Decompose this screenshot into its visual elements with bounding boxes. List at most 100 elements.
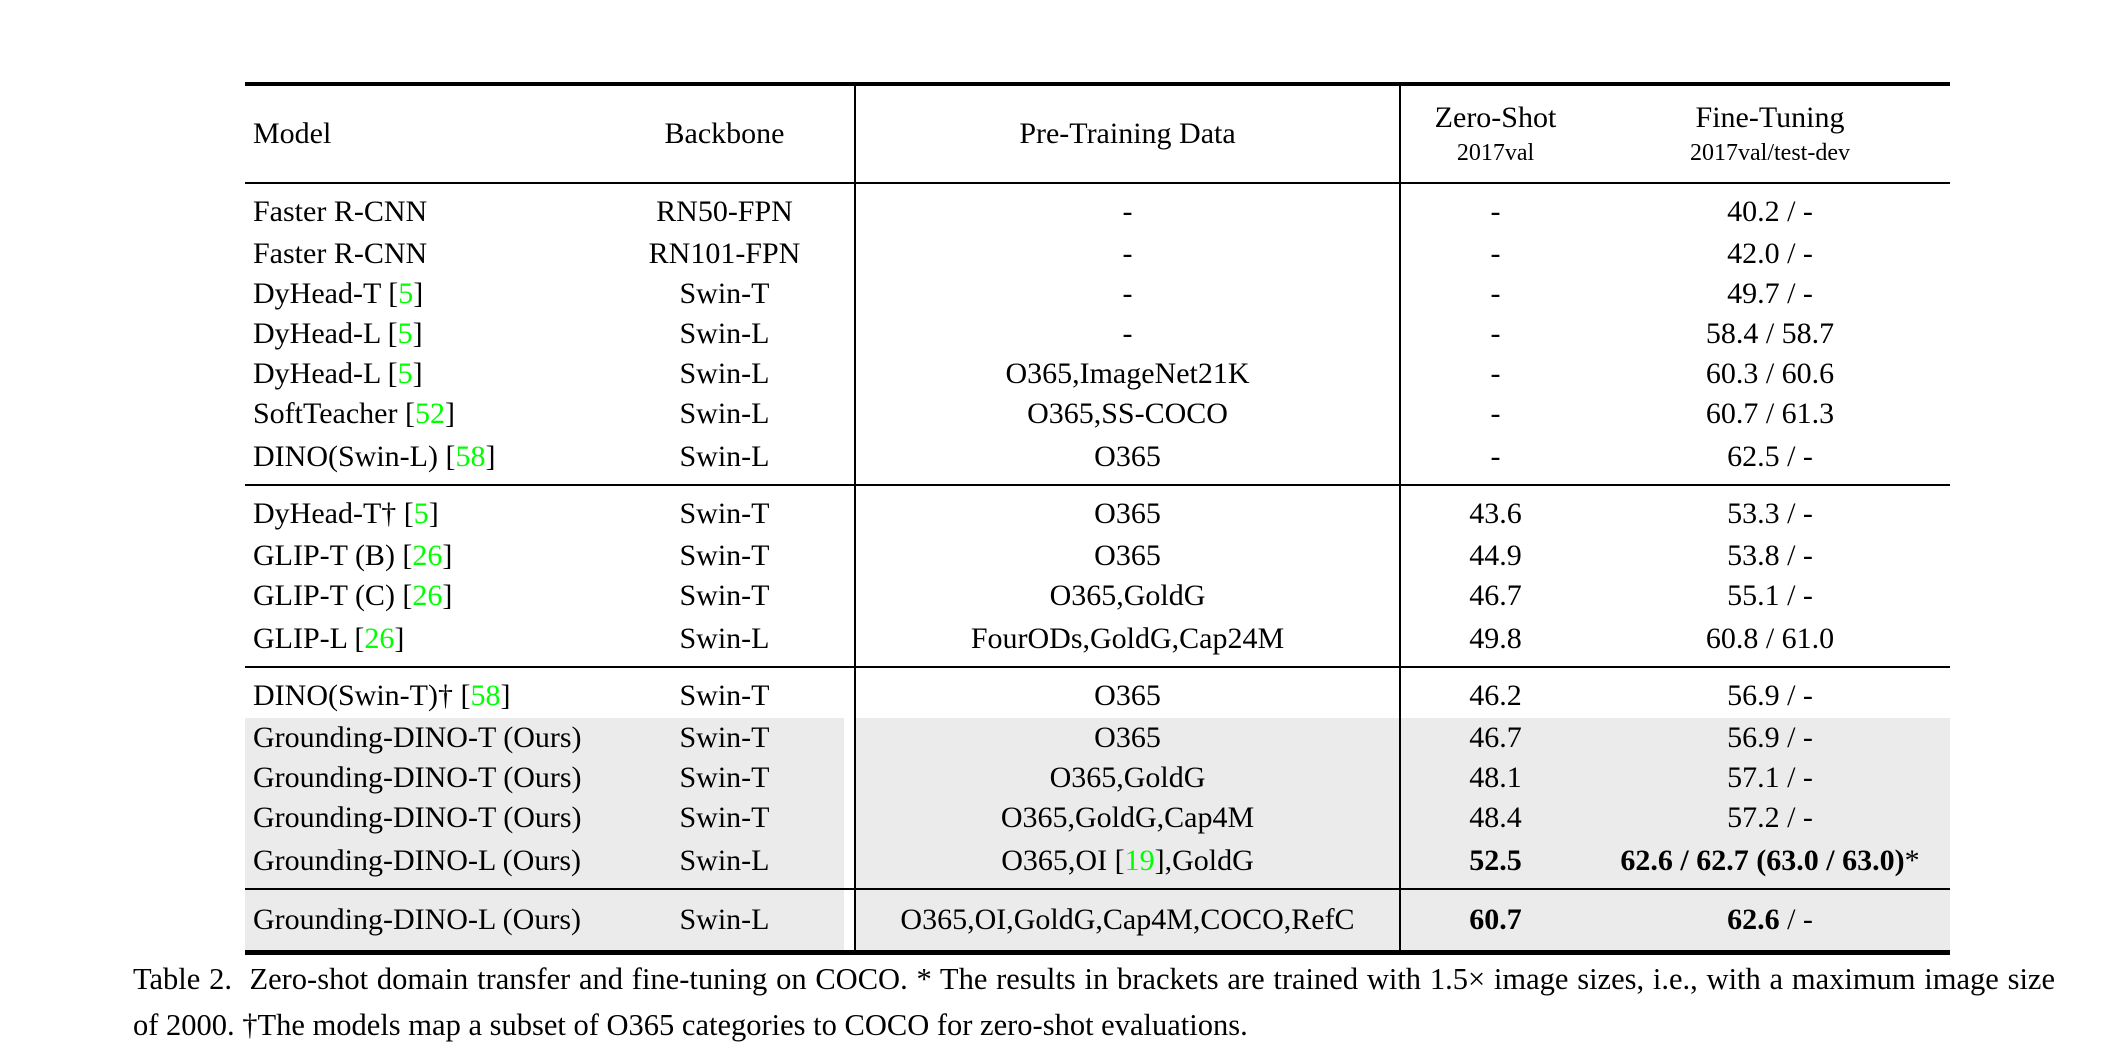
model-cell: GLIP-T (B) [26] xyxy=(253,539,453,572)
col-header-pretraining-data-label: Pre-Training Data xyxy=(1019,117,1236,150)
model-cell: DINO(Swin-T)† [58] xyxy=(253,678,511,712)
pretrain-cell: O365,GoldG xyxy=(854,758,1400,798)
pretrain-cell: O365 xyxy=(854,718,1400,758)
model-cell: GLIP-T (C) [26] xyxy=(253,579,453,612)
model-cell: Grounding-DINO-L (Ours) xyxy=(245,838,595,888)
backbone-cell: Swin-L xyxy=(595,890,855,950)
backbone-cell: Swin-L xyxy=(595,838,855,888)
table-body: Faster R-CNN RN50-FPN - -40.2 / - Faster R-C… xyxy=(245,182,1950,955)
model-cell: DyHead-L [5] xyxy=(253,317,423,350)
backbone-cell: Swin-L xyxy=(679,397,770,430)
pretrain-cell: FourODs,GoldG,Cap24M xyxy=(854,616,1400,666)
model-cell: SoftTeacher [52] xyxy=(253,397,455,430)
zero-shot-cell: - xyxy=(1399,314,1590,354)
table-group-4: Grounding-DINO-L (Ours) Swin-L O365,OI,Gol… xyxy=(245,890,1950,950)
table-row: Grounding-DINO-T (Ours) Swin-T O365 46.7 56.… xyxy=(245,718,1950,758)
table-row: GLIP-L [26] Swin-L FourODs,GoldG,Cap24M 49.… xyxy=(245,616,1950,666)
citation-link[interactable]: 5 xyxy=(397,357,413,390)
backbone-cell: Swin-T xyxy=(595,718,855,758)
citation-link[interactable]: 5 xyxy=(398,277,414,310)
table-bottom-rule xyxy=(245,950,1950,955)
citation-link[interactable]: 26 xyxy=(412,579,443,612)
pretrain-cell: - xyxy=(854,274,1400,314)
fine-tuning-cell: 55.1 / - xyxy=(1727,579,1813,612)
table-group-3: DINO(Swin-T)† [58] Swin-T O365 46.2 56.9 / -… xyxy=(245,668,1950,888)
citation-link[interactable]: 5 xyxy=(397,317,413,350)
fine-tuning-cell: 60.7 / 61.3 xyxy=(1705,397,1835,430)
zero-shot-cell: 43.6 xyxy=(1399,486,1590,536)
citation-link[interactable]: 5 xyxy=(413,496,429,530)
zero-shot-cell: 46.7 xyxy=(1399,576,1590,616)
fine-tuning-cell: 62.6 / - xyxy=(1590,890,1950,950)
model-cell: Grounding-DINO-T (Ours) xyxy=(245,798,595,838)
fine-tuning-cell: 53.8 / - xyxy=(1727,539,1813,572)
col-header-backbone-label: Backbone xyxy=(664,117,785,150)
citation-link[interactable]: 26 xyxy=(412,539,443,572)
model-cell: DINO(Swin-L) [58] xyxy=(253,439,496,473)
pretrain-cell: O365,OI,GoldG,Cap4M,COCO,RefC xyxy=(854,890,1400,950)
col-header-zero-shot: Zero-Shot 2017val xyxy=(1399,86,1590,182)
zero-shot-cell: 52.5 xyxy=(1399,838,1590,888)
fine-tuning-cell: 62.6 / 62.7 (63.0 / 63.0)* xyxy=(1590,838,1950,888)
fine-tuning-cell: 40.2 / - xyxy=(1727,194,1813,228)
fine-tuning-cell: 49.7 / - xyxy=(1727,277,1813,310)
citation-link[interactable]: 52 xyxy=(414,397,445,430)
pretrain-cell: - xyxy=(854,234,1400,274)
group-separator-rule xyxy=(245,666,1950,668)
table-row: GLIP-T (B) [26] Swin-T O365 44.9 53.8 / - xyxy=(245,536,1950,576)
citation-link[interactable]: 19 xyxy=(1124,843,1155,877)
backbone-cell: RN50-FPN xyxy=(656,194,793,228)
table-row: Grounding-DINO-L (Ours) Swin-L O365,OI,Gol… xyxy=(245,890,1950,950)
model-cell: Grounding-DINO-L (Ours) xyxy=(245,890,595,950)
pretrain-cell: - xyxy=(854,184,1400,234)
fine-tuning-cell: 62.5 / - xyxy=(1727,439,1813,473)
model-cell: DyHead-L [5] xyxy=(253,357,423,390)
model-cell: DyHead-T† [5] xyxy=(253,496,439,530)
fine-tuning-cell: 53.3 / - xyxy=(1727,496,1813,530)
backbone-cell: Swin-L xyxy=(679,621,770,655)
backbone-cell: Swin-T xyxy=(679,678,770,712)
header-rule xyxy=(245,182,1950,184)
col-header-fine-tuning: Fine-Tuning 2017val/test-dev xyxy=(1590,86,1950,182)
header-row: Model Backbone Pre-Training Data Zero-Sh… xyxy=(245,86,1950,182)
table-row: DyHead-L [5] Swin-L - - 58.4 / 58.7 xyxy=(245,314,1950,354)
backbone-cell: Swin-T xyxy=(679,496,770,530)
model-cell: Faster R-CNN xyxy=(253,194,428,228)
col-header-backbone: Backbone xyxy=(595,86,855,182)
table-row: Faster R-CNN RN101-FPN - - 42.0 / - xyxy=(245,234,1950,274)
zero-shot-cell: 60.7 xyxy=(1399,890,1590,950)
table-top-rule xyxy=(245,82,1950,86)
zero-shot-cell: - xyxy=(1399,274,1590,314)
col-header-fine-tuning-sublabel: 2017val/test-dev xyxy=(1690,140,1850,167)
backbone-cell: Swin-L xyxy=(679,357,770,390)
backbone-cell: Swin-T xyxy=(595,798,855,838)
backbone-cell: RN101-FPN xyxy=(648,237,801,270)
backbone-cell: Swin-L xyxy=(679,439,770,473)
table-group-1: Faster R-CNN RN50-FPN - -40.2 / - Faster R-C… xyxy=(245,184,1950,484)
citation-link[interactable]: 58 xyxy=(455,439,486,473)
pretrain-cell: O365,OI [19],GoldG xyxy=(854,838,1400,888)
backbone-cell: Swin-L xyxy=(679,317,770,350)
fine-tuning-cell: 57.1 / - xyxy=(1590,758,1950,798)
table-row: Grounding-DINO-T (Ours) Swin-T O365,GoldG,… xyxy=(245,798,1950,838)
zero-shot-cell: 46.2 xyxy=(1399,668,1590,718)
table-row: DINO(Swin-L) [58] Swin-L O365- 62.5 / - xyxy=(245,434,1950,484)
pretrain-cell: - xyxy=(854,314,1400,354)
fine-tuning-cell: 60.8 / 61.0 xyxy=(1705,621,1835,655)
citation-link[interactable]: 26 xyxy=(364,621,395,655)
backbone-cell: Swin-T xyxy=(679,277,770,310)
table-group-2: DyHead-T† [5] Swin-T O365 43.6 53.3 / - GLIP-… xyxy=(245,486,1950,666)
pretrain-cell: O365 xyxy=(854,668,1400,718)
fine-tuning-cell: 57.2 / - xyxy=(1590,798,1950,838)
model-cell: GLIP-L [26] xyxy=(253,621,405,655)
pretrain-cell: O365 xyxy=(854,434,1400,484)
model-cell: Grounding-DINO-T (Ours) xyxy=(245,718,595,758)
zero-shot-cell: - xyxy=(1399,434,1590,484)
citation-link[interactable]: 58 xyxy=(470,678,501,712)
results-table: Model Backbone Pre-Training Data Zero-Sh… xyxy=(245,82,1950,955)
pretrain-cell: O365 xyxy=(854,536,1400,576)
model-cell: DyHead-T [5] xyxy=(253,277,424,310)
fine-tuning-cell: 42.0 / - xyxy=(1727,237,1813,270)
backbone-cell: Swin-T xyxy=(595,758,855,798)
zero-shot-cell: 49.8 xyxy=(1399,616,1590,666)
